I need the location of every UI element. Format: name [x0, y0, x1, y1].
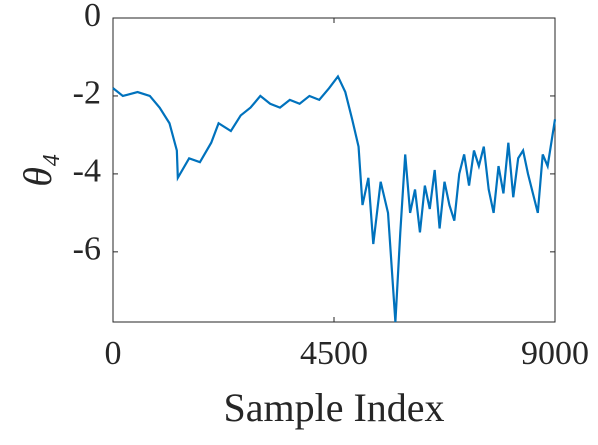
y-tick-label: -6 [73, 231, 101, 268]
y-axis-label: θ₄ [15, 153, 60, 187]
x-tick-label: 4500 [300, 335, 368, 372]
y-tick-label: -2 [73, 75, 101, 112]
x-axis-label: Sample Index [223, 385, 444, 430]
plot-area [112, 17, 556, 323]
x-tick-label: 9000 [521, 335, 589, 372]
x-tick-label: 0 [105, 335, 122, 372]
line-series [112, 74, 557, 323]
y-tick-label: 0 [84, 0, 101, 34]
y-tick-label: -4 [73, 153, 101, 190]
